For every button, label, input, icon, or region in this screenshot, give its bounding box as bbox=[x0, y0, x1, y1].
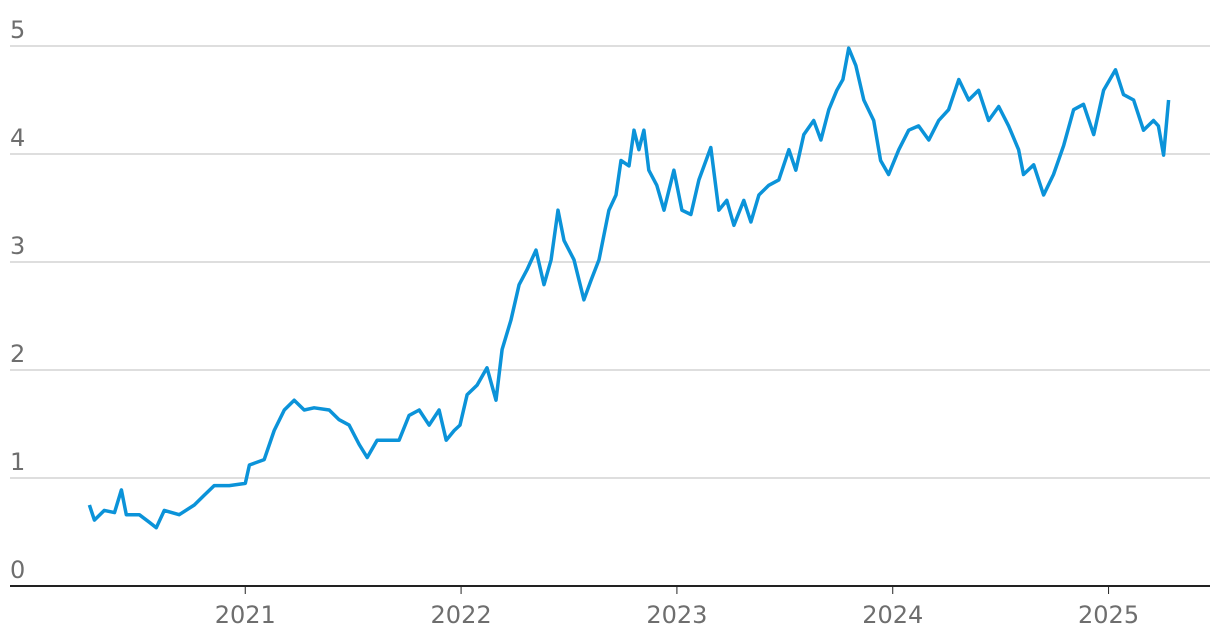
y-tick-label: 1 bbox=[10, 448, 25, 476]
x-tick-label: 2022 bbox=[431, 601, 492, 629]
line-series bbox=[87, 46, 1171, 530]
x-tick-label: 2023 bbox=[646, 601, 707, 629]
x-tick-label: 2021 bbox=[215, 601, 276, 629]
y-tick-label: 5 bbox=[10, 16, 25, 44]
x-tick-label: 2025 bbox=[1078, 601, 1139, 629]
y-tick-label: 4 bbox=[10, 124, 25, 152]
y-tick-label: 3 bbox=[10, 232, 25, 260]
y-tick-label: 0 bbox=[10, 556, 25, 584]
y-tick-label: 2 bbox=[10, 340, 25, 368]
x-tick-label: 2024 bbox=[862, 601, 923, 629]
